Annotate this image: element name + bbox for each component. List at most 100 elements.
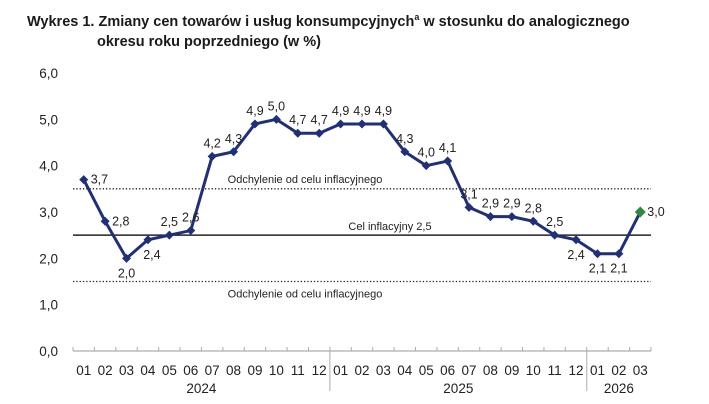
data-label: 4,3 — [396, 132, 413, 146]
x-tick-label: 01 — [333, 363, 348, 378]
data-point-marker — [186, 226, 196, 236]
x-tick-label: 12 — [569, 363, 584, 378]
data-label: 3,0 — [647, 205, 664, 219]
x-tick-label: 10 — [526, 363, 541, 378]
data-label: 4,7 — [310, 113, 327, 127]
x-tick-label: 09 — [247, 363, 262, 378]
x-tick-label: 09 — [504, 363, 519, 378]
data-label: 2,9 — [503, 197, 520, 211]
x-tick-label: 06 — [183, 363, 198, 378]
data-label: 2,8 — [112, 214, 129, 228]
data-point-marker — [634, 206, 646, 218]
x-tick-label: 02 — [611, 363, 626, 378]
data-point-marker — [336, 119, 346, 129]
reference-line-label: Odchylenie od celu inflacyjnego — [228, 174, 383, 186]
x-tick-label: 11 — [548, 363, 562, 378]
x-tick-label: 07 — [462, 363, 477, 378]
data-point-marker — [143, 235, 153, 245]
x-tick-label: 11 — [291, 363, 305, 378]
title-line-1-end: w stosunku do analogicznego — [419, 13, 630, 30]
data-point-marker — [314, 128, 324, 138]
data-label: 3,1 — [460, 187, 477, 201]
x-tick-label: 04 — [140, 363, 156, 378]
title-line-2: okresu roku poprzedniego (w %) — [97, 33, 321, 50]
data-point-marker — [79, 175, 89, 185]
x-tick-label: 05 — [419, 363, 434, 378]
x-tick-label: 02 — [354, 363, 369, 378]
data-point-marker — [614, 249, 624, 259]
y-tick-label: 1,0 — [39, 298, 58, 313]
data-point-marker — [100, 216, 110, 226]
title-line-1: Wykres 1. Zmiany cen towarów i usług kon… — [27, 13, 415, 30]
year-label: 2024 — [186, 381, 217, 396]
chart-title: Wykres 1. Zmiany cen towarów i usług kon… — [27, 7, 630, 52]
data-label: 2,4 — [143, 248, 160, 262]
data-label: 2,1 — [610, 262, 627, 276]
y-tick-label: 6,0 — [39, 66, 58, 81]
y-tick-label: 4,0 — [39, 159, 58, 174]
data-label: 2,0 — [118, 266, 135, 280]
y-tick-label: 5,0 — [39, 112, 58, 127]
data-label: 4,9 — [246, 104, 263, 118]
data-label: 2,5 — [161, 215, 178, 229]
x-tick-label: 10 — [269, 363, 284, 378]
data-point-marker — [571, 235, 581, 245]
x-tick-label: 08 — [483, 363, 498, 378]
x-tick-label: 06 — [440, 363, 455, 378]
data-label: 4,0 — [418, 146, 435, 160]
data-point-marker — [293, 128, 303, 138]
y-tick-label: 0,0 — [39, 344, 58, 359]
reference-line-label: Cel inflacyjny 2,5 — [348, 221, 431, 233]
data-point-marker — [528, 216, 538, 226]
data-point-marker — [443, 156, 453, 166]
x-tick-label: 05 — [162, 363, 177, 378]
data-point-marker — [357, 119, 367, 129]
data-point-marker — [550, 230, 560, 240]
data-label: 3,7 — [91, 173, 108, 187]
data-label: 2,1 — [589, 262, 606, 276]
x-tick-label: 08 — [226, 363, 241, 378]
data-label: 5,0 — [268, 99, 285, 113]
x-tick-label: 01 — [76, 363, 91, 378]
data-label: 4,7 — [289, 113, 306, 127]
data-label: 2,4 — [567, 248, 584, 262]
x-tick-label: 03 — [633, 363, 648, 378]
data-point-marker — [378, 119, 388, 129]
data-label: 2,8 — [525, 201, 542, 215]
data-label: 4,3 — [225, 132, 242, 146]
y-tick-label: 2,0 — [39, 251, 58, 266]
x-tick-label: 12 — [312, 363, 327, 378]
x-tick-label: 01 — [590, 363, 605, 378]
data-point-marker — [421, 161, 431, 171]
data-point-marker — [229, 147, 239, 157]
x-tick-label: 04 — [397, 363, 413, 378]
data-label: 2,5 — [546, 215, 563, 229]
data-point-marker — [207, 151, 217, 161]
x-tick-label: 03 — [376, 363, 391, 378]
data-point-marker — [164, 230, 174, 240]
year-label: 2026 — [604, 381, 634, 396]
data-label: 4,9 — [353, 104, 370, 118]
data-label: 4,9 — [332, 104, 349, 118]
data-label: 4,2 — [203, 136, 220, 150]
data-point-marker — [122, 253, 132, 263]
data-label: 4,9 — [375, 104, 392, 118]
reference-line-label: Odchylenie od celu inflacyjnego — [228, 289, 383, 301]
x-tick-label: 02 — [98, 363, 113, 378]
data-label: 4,1 — [439, 141, 456, 155]
data-point-marker — [271, 114, 281, 124]
data-label: 2,9 — [482, 197, 499, 211]
data-point-marker — [507, 212, 517, 222]
x-tick-label: 07 — [205, 363, 220, 378]
year-label: 2025 — [443, 381, 473, 396]
data-point-marker — [400, 147, 410, 157]
y-tick-label: 3,0 — [39, 205, 58, 220]
data-point-marker — [250, 119, 260, 129]
data-point-marker — [592, 249, 602, 259]
x-tick-label: 03 — [119, 363, 134, 378]
data-point-marker — [464, 202, 474, 212]
data-point-marker — [485, 212, 495, 222]
data-label: 2,6 — [182, 211, 199, 225]
title-superscript: a — [414, 12, 420, 22]
